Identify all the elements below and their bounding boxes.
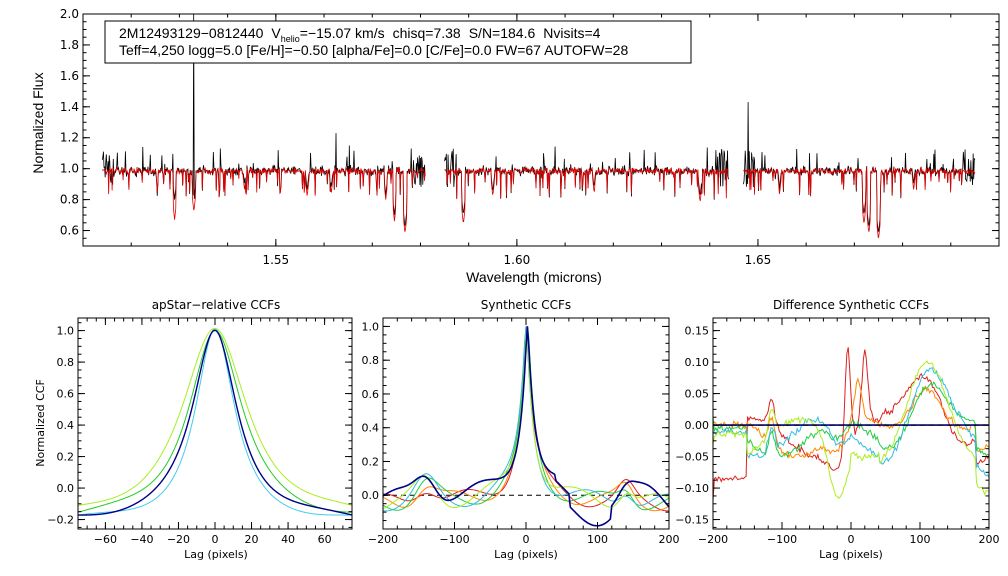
y-tick-label: 0.0 (362, 489, 380, 502)
synthetic-ccf-title: Synthetic CCFs (481, 298, 571, 312)
vhelio-subscript: helio (281, 34, 300, 44)
difference-ccf-ticks: −200 −100 0 100 200 −0.15 −0.10 −0.05 0.00 0.05 0.… (675, 318, 1000, 546)
apstar-ccf-ticks: −60 −40 −20 0 20 40 60 −0.2 0.0 0.2 0.4 0.6 0.8 1.0 (47, 318, 353, 546)
y-tick-label: 1.6 (60, 69, 79, 83)
apstar-ccf-ylabel: Normalized CCF (34, 379, 47, 467)
synthetic-ccf-panel: −200 −100 0 100 200 0.0 0.2 0.4 0.6 0.8 1.0 Synthe… (362, 298, 680, 561)
spectrum-data (101, 13, 976, 239)
vhelio-prefix: V (271, 25, 281, 41)
y-tick-label: 1.8 (60, 38, 79, 52)
y-tick-label: 0.0 (57, 482, 75, 495)
synthetic-ccf-combined (382, 326, 670, 527)
x-tick-label: −200 (698, 533, 728, 546)
y-tick-label: 0.4 (57, 419, 75, 432)
x-tick-label: 200 (659, 533, 680, 546)
apstar-ccf-title: apStar−relative CCFs (152, 298, 281, 312)
y-tick-label: 0.2 (57, 451, 75, 464)
x-tick-label: 200 (979, 533, 1000, 546)
info-box (104, 20, 692, 64)
model-spectrum-chip-2 (444, 166, 729, 222)
ccf-line-visit-3 (77, 327, 353, 506)
observed-spectrum-chip-3 (743, 102, 976, 232)
x-tick-label: −100 (767, 533, 797, 546)
x-tick-label: 20 (245, 533, 259, 546)
model-spectrum-chip-1 (101, 165, 426, 232)
y-tick-label: 0.10 (685, 356, 710, 369)
x-tick-label: −100 (439, 533, 469, 546)
x-tick-label: −200 (368, 533, 398, 546)
observed-spectrum-chip-2 (444, 146, 730, 213)
ccf-line-combined (78, 329, 353, 516)
chisq-value: chisq=7.38 (393, 25, 461, 41)
difference-ccf-visit-4 (712, 367, 990, 479)
y-tick-label: 0.6 (57, 388, 75, 401)
y-tick-label: 1.0 (362, 320, 380, 333)
y-tick-label: 0.4 (362, 422, 380, 435)
synthetic-ccf-xlabel: Lag (pixels) (494, 548, 558, 561)
y-tick-label: 0.2 (362, 455, 380, 468)
difference-ccf-xlabel: Lag (pixels) (819, 548, 883, 561)
spectrum-xlabel: Wavelength (microns) (466, 269, 602, 285)
difference-ccf-visit-1 (712, 347, 990, 502)
x-tick-label: 100 (910, 533, 931, 546)
synthetic-ccf-data (382, 325, 670, 527)
x-tick-label: −20 (167, 533, 190, 546)
info-line-1: 2M12493129−0812440 Vhelio=−15.07 km/s chis… (119, 25, 601, 44)
difference-ccf-visit-3 (712, 381, 990, 459)
difference-ccf-title: Difference Synthetic CCFs (773, 298, 929, 312)
apstar-ccf-xlabel: Lag (pixels) (184, 548, 248, 561)
snr-value: S/N=184.6 (469, 25, 536, 41)
apstar-ccf-data (77, 327, 353, 516)
difference-ccf-visit-5 (712, 360, 990, 500)
y-tick-label: 0.8 (60, 193, 79, 207)
difference-ccf-panel: −200 −100 0 100 200 −0.15 −0.10 −0.05 0.00 0.05 0.… (675, 298, 999, 561)
spectrum-ylabel: Normalized Flux (30, 72, 46, 173)
x-tick-label: 60 (318, 533, 332, 546)
x-tick-label: 100 (587, 533, 608, 546)
object-id: 2M12493129−0812440 (119, 25, 264, 41)
y-tick-label: −0.15 (675, 514, 709, 527)
spectrum-ticks: 1.55 1.60 1.65 0.6 0.8 1.0 1.2 1.4 1.6 1.8 2.0 (60, 7, 999, 267)
synthetic-ccf-ticks: −200 −100 0 100 200 0.0 0.2 0.4 0.6 0.8 1.0 (362, 317, 680, 546)
spectrum-panel: 1.55 1.60 1.65 0.6 0.8 1.0 1.2 1.4 1.6 1.8 2.0 2M1… (30, 7, 1000, 285)
info-line-2: Teff=4,250 logg=5.0 [Fe/H]=−0.50 [alpha/… (119, 42, 628, 58)
model-spectrum-chip-3 (743, 166, 976, 239)
ccf-line-visit-1 (77, 330, 353, 513)
y-tick-label: 1.0 (60, 162, 79, 176)
vhelio-value: =−15.07 km/s (300, 25, 385, 41)
x-tick-label: 1.55 (262, 253, 289, 267)
y-tick-label: −0.10 (675, 482, 709, 495)
y-tick-label: 2.0 (60, 7, 79, 21)
x-tick-label: 0 (848, 533, 855, 546)
y-tick-label: 0.15 (685, 325, 710, 338)
y-tick-label: 0.6 (362, 388, 380, 401)
x-tick-label: 0 (523, 533, 530, 546)
difference-ccf-visit-2 (712, 377, 990, 459)
x-tick-label: 1.65 (745, 253, 772, 267)
y-tick-label: 0.8 (57, 356, 75, 369)
y-tick-label: −0.2 (47, 514, 74, 527)
x-tick-label: 1.60 (504, 253, 531, 267)
y-tick-label: 1.2 (60, 131, 79, 145)
ccf-line-visit-2 (77, 328, 353, 516)
y-tick-label: 1.4 (60, 100, 79, 114)
y-tick-label: −0.05 (675, 451, 709, 464)
x-tick-label: −60 (94, 533, 117, 546)
apstar-ccf-panel: −60 −40 −20 0 20 40 60 −0.2 0.0 0.2 0.4 0.6 0.8 1.0 a… (34, 298, 353, 561)
y-tick-label: 0.05 (685, 388, 710, 401)
nvisits-value: Nvisits=4 (543, 25, 600, 41)
difference-ccf-data (712, 347, 990, 502)
apstar-ccf-frame (77, 317, 353, 530)
y-tick-label: 0.8 (362, 354, 380, 367)
x-tick-label: −40 (130, 533, 153, 546)
y-tick-label: 0.00 (685, 419, 710, 432)
x-tick-label: 0 (212, 533, 219, 546)
x-tick-label: 40 (281, 533, 295, 546)
y-tick-label: 1.0 (57, 325, 75, 338)
y-tick-label: 0.6 (60, 224, 79, 238)
